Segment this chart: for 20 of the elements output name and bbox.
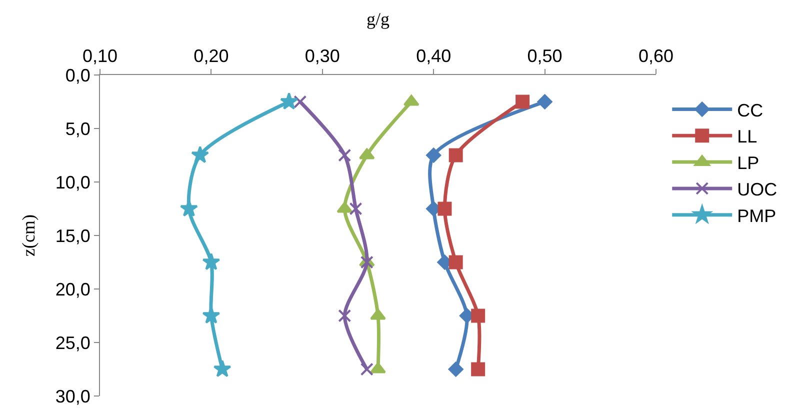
legend-label: PMP [737,206,776,226]
legend-label: CC [737,100,764,120]
x-tick-label: 0,60 [638,46,674,66]
y-tick-label: 10,0 [55,172,90,192]
legend-label: LL [737,126,758,147]
x-tick-label: 0,20 [194,46,229,66]
legend-label: LP [737,153,760,174]
x-axis-title: g/g [366,9,390,29]
x-tick-label: 0,10 [82,46,118,66]
legend-label: UOC [737,179,778,200]
y-tick-label: 20,0 [55,279,90,300]
y-tick-label: 15,0 [55,226,90,246]
x-tick-label: 0,50 [527,46,562,66]
x-tick-label: 0,40 [416,46,452,66]
y-tick-label: 5,0 [65,118,90,139]
y-tick-label: 30,0 [55,386,90,406]
y-tick-label: 0,0 [65,65,90,86]
x-tick-label: 0,30 [304,46,340,66]
y-tick-label: 25,0 [55,332,90,353]
y-axis-title: z(cm) [18,214,39,256]
